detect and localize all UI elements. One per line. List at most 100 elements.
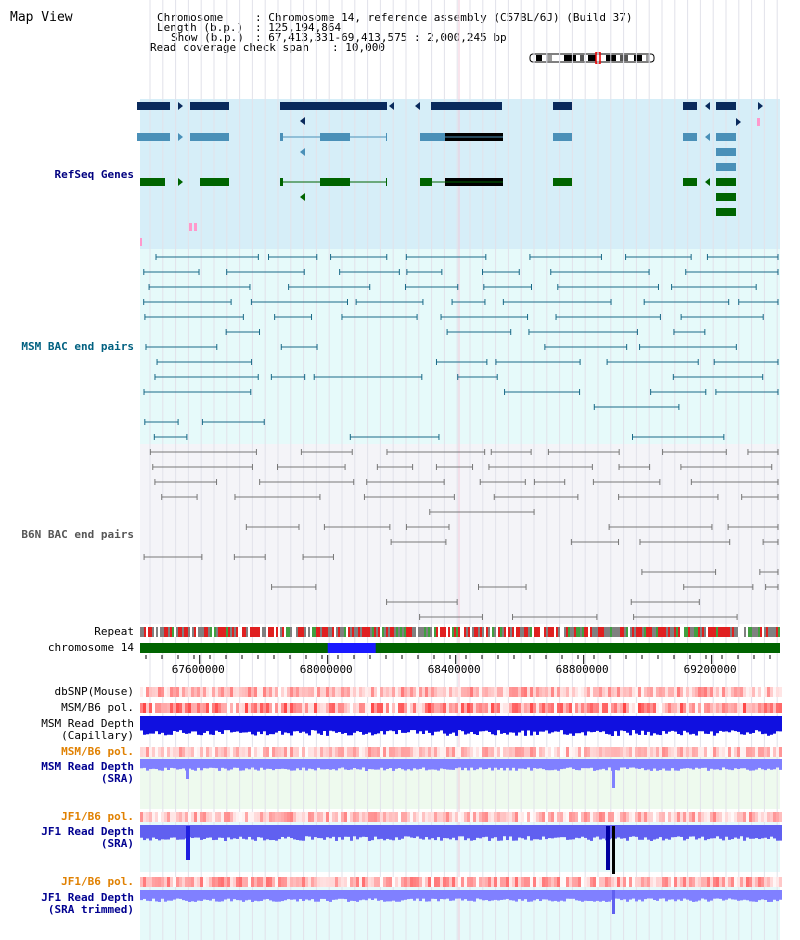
jf1-pol-cell [215, 812, 218, 822]
msm-pol2-cell [755, 747, 758, 757]
msm-pol2-cell [398, 747, 401, 757]
strand-arrow [758, 102, 763, 110]
jf1-pol-cell [143, 812, 146, 822]
dbsnp-cell [674, 687, 677, 697]
repeat-segment [562, 627, 564, 637]
repeat-segment [668, 627, 670, 637]
jf1-pol-cell [242, 812, 245, 822]
msm-depth-cap-bar [155, 716, 158, 732]
jf1-pol-cell [269, 812, 272, 822]
msm-depth-sra-bar [230, 759, 233, 770]
msm-depth-sra-bar [515, 759, 518, 771]
jf1-read-depth-sra-label[interactable]: JF1 Read Depth (SRA) [41, 825, 134, 850]
jf1-depth-sra-bar [299, 825, 302, 841]
jf1-b6-pol-label[interactable]: JF1/B6 pol. [61, 810, 134, 823]
msm-pol-cell [179, 703, 182, 713]
msm-pol2-cell [779, 747, 782, 757]
msm-depth-cap-bar [731, 716, 734, 731]
jf1-depth-sra-bar [695, 825, 698, 840]
jf1-pol2-cell [404, 877, 407, 887]
msm-b6-pol2-label[interactable]: MSM/B6 pol. [61, 745, 134, 758]
jf1-pol-cell [305, 812, 308, 822]
msm-pol2-cell [170, 747, 173, 757]
msm-depth-sra-bar [758, 759, 761, 768]
b6n-bac-label[interactable]: B6N BAC end pairs [21, 528, 134, 541]
msm-depth-sra-bar [413, 759, 416, 769]
repeat-segment [348, 627, 350, 637]
msm-pol2-cell [143, 747, 146, 757]
msm-read-depth-sra-label[interactable]: MSM Read Depth (SRA) [41, 760, 134, 785]
repeat-segment [460, 627, 462, 637]
dbsnp-label[interactable]: dbSNP(Mouse) [54, 685, 134, 698]
jf1-depth-sra-bar [563, 825, 566, 838]
jf1-depth-sra-bar [362, 825, 365, 837]
msm-depth-cap-bar [419, 716, 422, 732]
jf1-pol2-cell [476, 877, 479, 887]
msm-depth-sra-bar [725, 759, 728, 770]
msm-read-depth-cap-label[interactable]: MSM Read Depth (Capillary) [41, 717, 134, 742]
chromosome-ideogram[interactable] [528, 52, 658, 64]
msm-pol2-cell [350, 747, 353, 757]
msm-depth-sra-bar [320, 759, 323, 770]
msm-depth-sra-bar [332, 759, 335, 770]
repeat-segment [474, 627, 476, 637]
jf1-read-depth-trim-label[interactable]: JF1 Read Depth (SRA trimmed) [41, 891, 134, 916]
msm-pol-cell [746, 703, 749, 713]
jf1-pol2-cell [719, 877, 722, 887]
msm-pol-cell [257, 703, 260, 713]
jf1-depth-trim-bar [719, 890, 722, 899]
repeat-segment [514, 627, 516, 637]
dbsnp-cell [686, 687, 689, 697]
jf1-pol-cell [284, 812, 287, 822]
refseq-genes-label[interactable]: RefSeq Genes [54, 168, 134, 181]
jf1-depth-sra-bar [245, 825, 248, 840]
msm-pol2-cell [269, 747, 272, 757]
dbsnp-cell [701, 687, 704, 697]
msm-depth-sra-bar [287, 759, 290, 770]
repeat-label: Repeat [94, 625, 134, 638]
msm-depth-sra-bar [296, 759, 299, 769]
dbsnp-cell [707, 687, 710, 697]
repeat-segment [174, 627, 176, 637]
dbsnp-cell [566, 687, 569, 697]
msm-depth-cap-bar [173, 716, 176, 732]
jf1-pol-cell [533, 812, 536, 822]
axis-tick-label: 68400000 [427, 663, 481, 676]
msm-depth-cap-bar [176, 716, 179, 732]
show-label: Show (b.p.) [171, 31, 244, 44]
msm-pol2-cell [527, 747, 530, 757]
msm-depth-sra-bar [305, 759, 308, 771]
msm-depth-cap-bar [680, 716, 683, 736]
msm-depth-sra-bar [662, 759, 665, 769]
repeat-segment [636, 627, 638, 637]
jf1-depth-sra-bar [587, 825, 590, 840]
repeat-segment [574, 627, 576, 637]
msm-depth-sra-bar [527, 759, 530, 768]
jf1-depth-trim-bar [476, 890, 479, 899]
jf1-b6-pol2-label[interactable]: JF1/B6 pol. [61, 875, 134, 888]
msm-pol-cell [359, 703, 362, 713]
jf1-pol-cell [182, 812, 185, 822]
msm-pol2-cell [458, 747, 461, 757]
jf1-depth-trim-bar [779, 890, 782, 900]
repeat-segment [436, 627, 438, 637]
jf1-depth-sra-bar [485, 825, 488, 837]
repeat-segment [490, 627, 492, 637]
repeat-segment [736, 627, 738, 637]
msm-bac-label[interactable]: MSM BAC end pairs [21, 340, 134, 353]
msm-pol2-cell [764, 747, 767, 757]
repeat-segment [674, 627, 676, 637]
msm-depth-cap-bar [257, 716, 260, 732]
jf1-pol2-cell [608, 877, 611, 887]
jf1-depth-sra-bar [407, 825, 410, 837]
msm-depth-cap-bar [389, 716, 392, 731]
msm-depth-sra-bar [737, 759, 740, 770]
jf1-pol-cell [692, 812, 695, 822]
jf1-pol2-cell [317, 877, 320, 887]
msm-b6-pol-label[interactable]: MSM/B6 pol. [61, 701, 134, 714]
dbsnp-cell [704, 687, 707, 697]
jf1-depth-trim-bar [470, 890, 473, 901]
dbsnp-cell [485, 687, 488, 697]
dbsnp-cell [713, 687, 716, 697]
repeat-segment [590, 627, 592, 637]
